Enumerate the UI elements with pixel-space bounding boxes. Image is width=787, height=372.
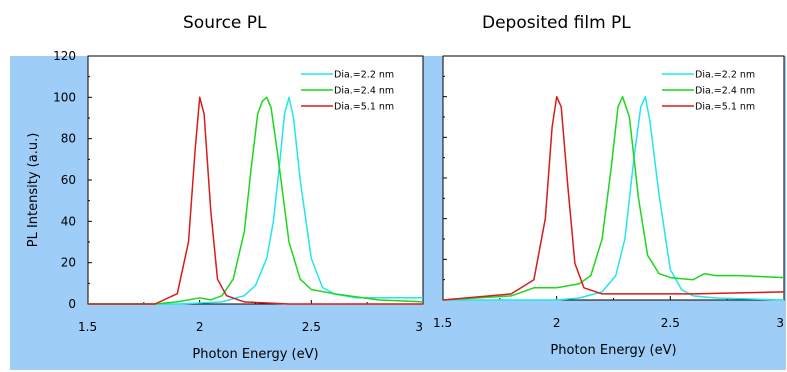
legend-label: Dia.=2.4 nm — [695, 86, 755, 97]
deposited-film-pl-chart: 1.5 2 2.5 3 Photon Energy (eV) Dia.=2.2 nm Dia… — [433, 55, 785, 358]
legend-label: Dia.=2.4 nm — [334, 86, 394, 97]
chart-title-source-pl: Source PL — [183, 13, 267, 33]
plot-area — [442, 55, 785, 301]
x-axis-label: Photon Energy (eV) — [550, 343, 676, 358]
plot-area — [87, 55, 424, 305]
y-axis-label: PL Intensity (a.u.) — [26, 133, 41, 248]
y-tick-label: 40 — [61, 214, 76, 228]
series-line-dia-5-1-nm — [88, 96, 423, 305]
legend-label: Dia.=5.1 nm — [334, 102, 394, 113]
y-tick-label: 20 — [61, 256, 76, 270]
chart-title-deposited-film-pl: Deposited film PL — [482, 13, 631, 33]
series-line-dia-5-1-nm — [442, 95, 785, 301]
y-tick-label: 80 — [61, 132, 76, 146]
x-tick-label: 2 — [553, 316, 561, 330]
series-line-dia-2-4-nm — [88, 96, 424, 305]
y-tick-label: 0 — [68, 297, 76, 311]
x-axis-label: Photon Energy (eV) — [192, 347, 318, 362]
legend-label: Dia.=2.2 nm — [695, 70, 755, 81]
x-tick-label: 2.5 — [302, 320, 321, 334]
series-line-dia-2-4-nm — [442, 95, 785, 301]
source-pl-chart: 0 20 40 60 80 100 120 1.5 2 2.5 3 Photon Energy (eV… — [26, 49, 424, 362]
x-tick-label: 2.5 — [661, 316, 680, 330]
x-tick-label: 1.5 — [433, 316, 452, 330]
y-tick-label: 60 — [61, 173, 76, 187]
x-tick-label: 3 — [415, 320, 423, 334]
x-tick-label: 1.5 — [78, 320, 97, 334]
x-tick-label: 3 — [776, 316, 784, 330]
legend-label: Dia.=5.1 nm — [695, 102, 755, 113]
legend-label: Dia.=2.2 nm — [334, 70, 394, 81]
series-line-dia-2-2-nm — [443, 95, 785, 301]
x-tick-label: 2 — [196, 320, 204, 334]
y-tick-label: 120 — [53, 49, 76, 63]
y-tick-label: 100 — [53, 90, 76, 104]
